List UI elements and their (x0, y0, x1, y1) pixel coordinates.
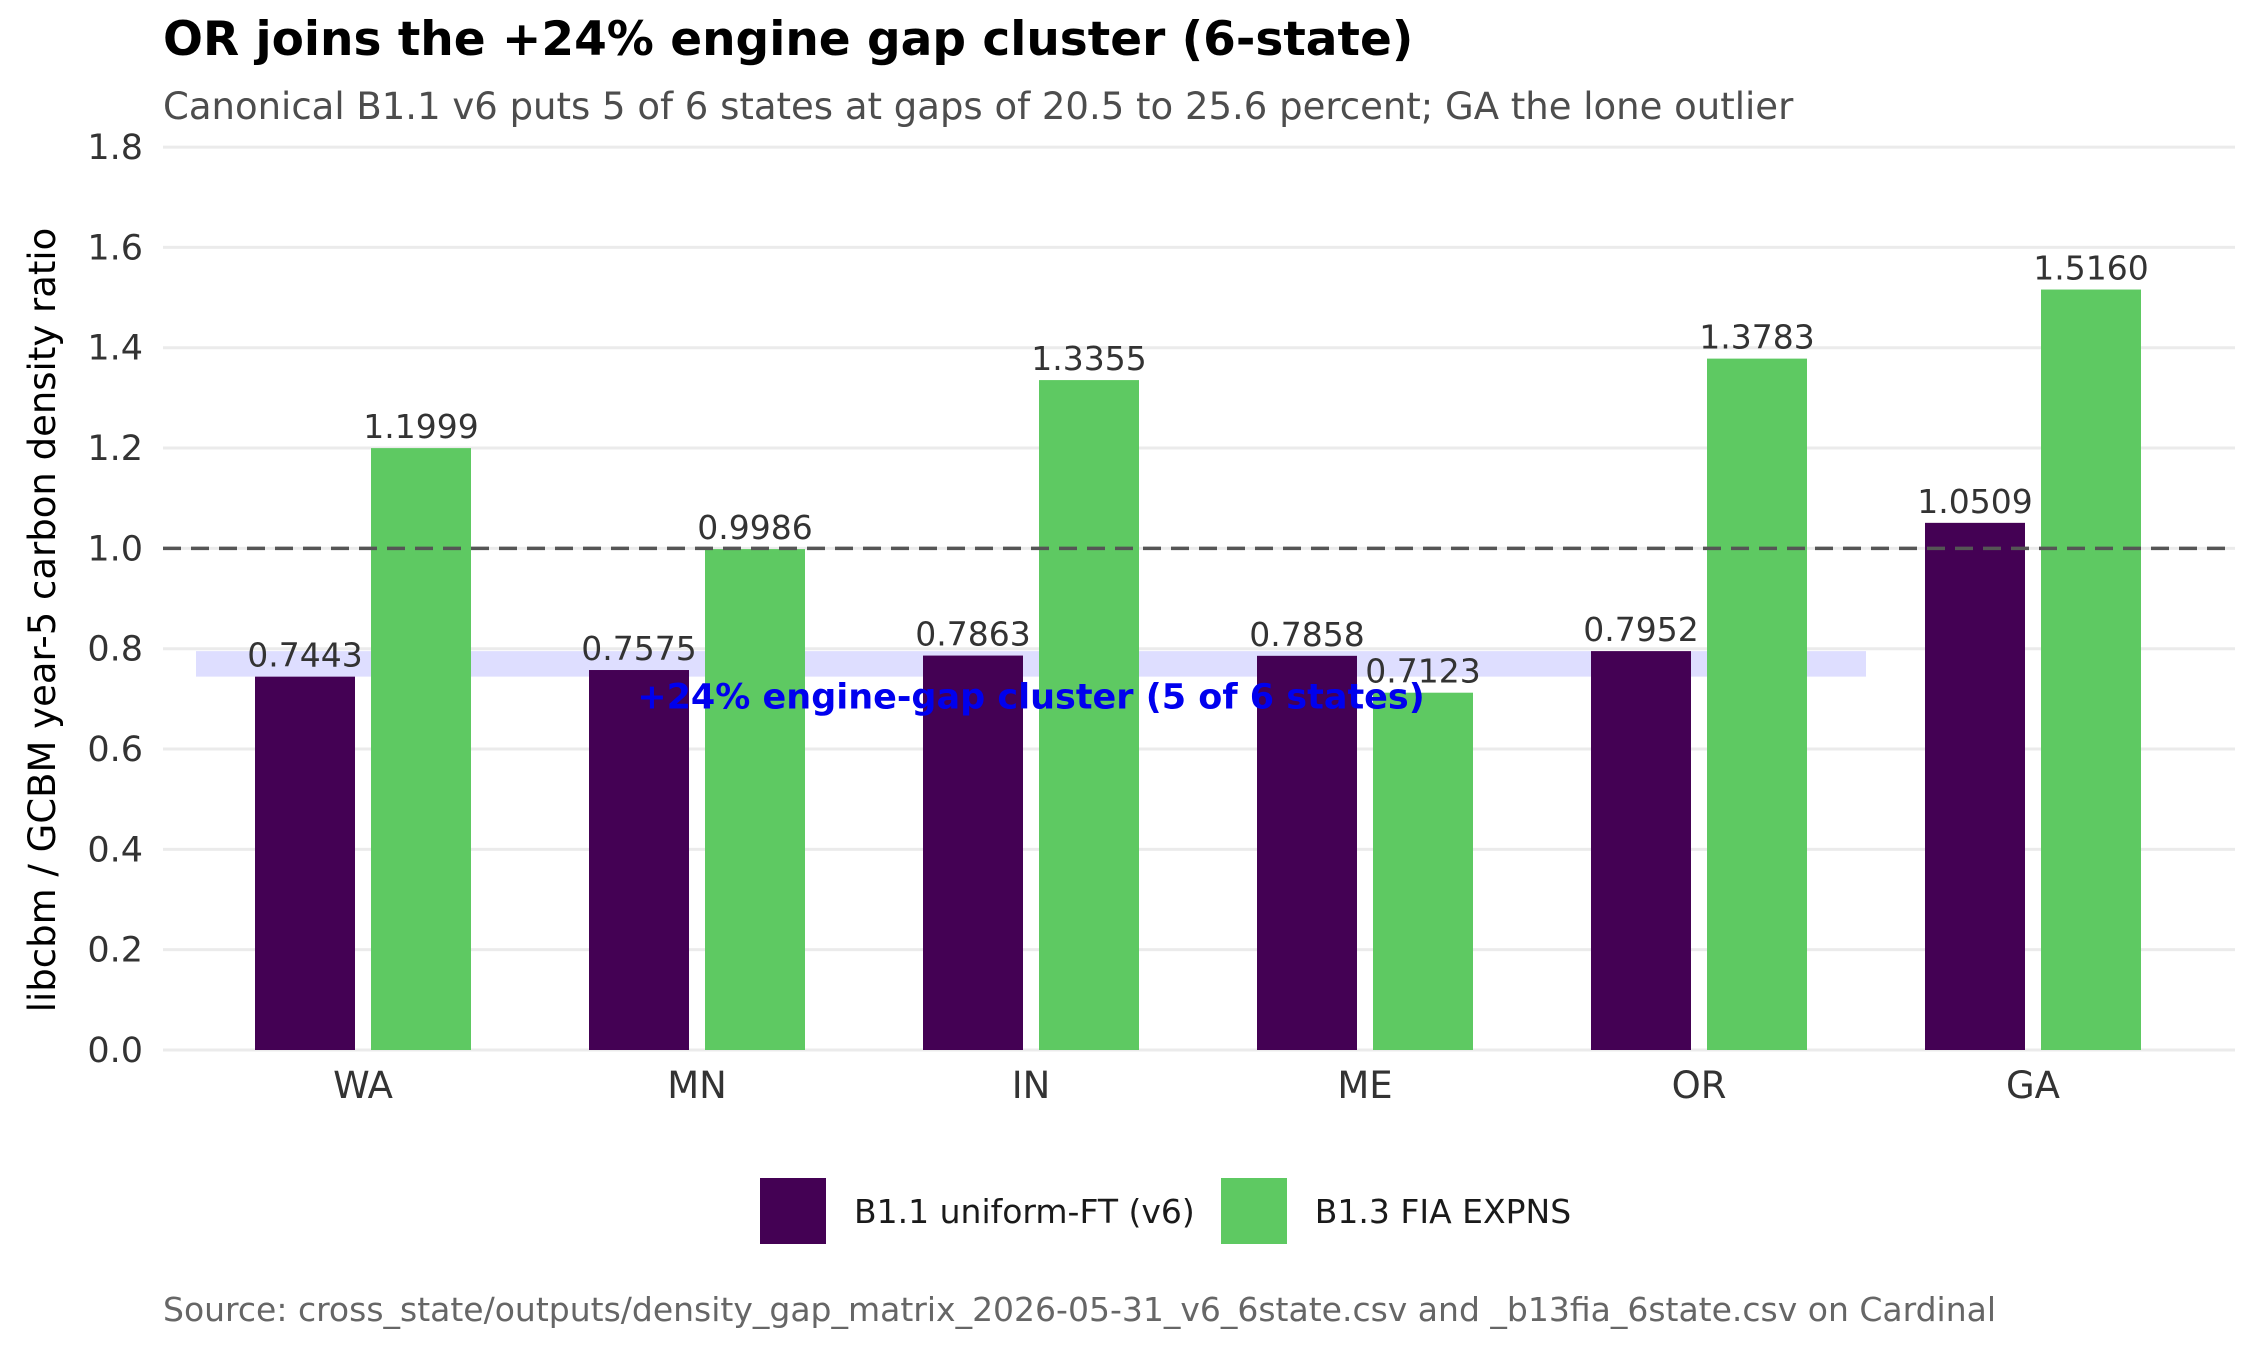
data-label: 0.7123 (1365, 652, 1480, 691)
data-label: 1.5160 (2033, 249, 2148, 288)
cluster-band-label: +24% engine-gap cluster (5 of 6 states) (637, 678, 1425, 718)
bar-mn-series-2 (705, 549, 805, 1050)
chart-caption: Source: cross_state/outputs/density_gap_… (163, 1290, 1997, 1329)
axes: 0.0 0.2 0.4 0.6 0.8 1.0 1.2 1.4 1.6 1.8 WA MN IN ME OR… (87, 128, 2060, 1107)
bar-wa-series-1 (255, 676, 355, 1050)
legend-swatch-b11 (760, 1178, 826, 1244)
bar-or-series-2 (1707, 358, 1807, 1050)
data-label: 1.0509 (1917, 482, 2032, 521)
y-axis-title: libcbm / GCBM year-5 carbon density rati… (21, 228, 64, 1013)
x-tick-label: MN (667, 1064, 727, 1107)
bar-me-series-2 (1373, 692, 1473, 1050)
bar-mn-series-1 (589, 670, 689, 1050)
gridlines (163, 145, 2235, 1052)
y-tick-label: 0.0 (87, 1031, 143, 1071)
bar-ga-series-1 (1925, 522, 2025, 1050)
bar-in-series-2 (1039, 380, 1139, 1050)
data-label: 1.3783 (1699, 318, 1814, 357)
legend-swatch-b13 (1220, 1178, 1287, 1244)
cluster-band (196, 651, 1866, 677)
x-tick-label: IN (1012, 1064, 1051, 1107)
legend-label-b11: B1.1 uniform-FT (v6) (854, 1191, 1195, 1231)
bars (255, 289, 2141, 1050)
y-tick-label: 0.2 (87, 931, 143, 971)
x-tick-label: GA (2006, 1064, 2060, 1107)
legend-item-b11: B1.1 uniform-FT (v6) (760, 1178, 1195, 1244)
x-tick-label: OR (1672, 1064, 1727, 1107)
y-tick-label: 0.4 (87, 830, 143, 870)
legend-label-b13: B1.3 FIA EXPNS (1314, 1191, 1572, 1231)
bar-me-series-1 (1257, 655, 1357, 1050)
bar-in-series-1 (923, 655, 1023, 1050)
bar-or-series-1 (1591, 651, 1691, 1050)
legend-item-b13: B1.3 FIA EXPNS (1220, 1178, 1572, 1244)
y-tick-label: 1.6 (87, 228, 143, 268)
data-label: 0.7952 (1583, 610, 1698, 649)
data-label: 0.7863 (915, 615, 1030, 654)
y-tick-label: 1.4 (87, 329, 143, 369)
data-label: 0.7858 (1249, 615, 1364, 654)
legend: B1.1 uniform-FT (v6) B1.3 FIA EXPNS (760, 1178, 1597, 1244)
x-tick-label: ME (1337, 1064, 1392, 1107)
bar-ga-series-2 (2041, 289, 2141, 1050)
y-tick-label: 0.6 (87, 730, 143, 770)
data-label: 1.1999 (363, 407, 478, 446)
x-tick-label: WA (333, 1064, 393, 1107)
data-label: 0.9986 (697, 508, 812, 547)
chart-subtitle: Canonical B1.1 v6 puts 5 of 6 states at … (163, 85, 1794, 128)
y-tick-label: 1.2 (87, 429, 143, 469)
data-labels: 0.7443 1.1999 0.7575 0.9986 0.7863 1.3355 0.78… (247, 249, 2148, 718)
data-label: 0.7443 (247, 636, 362, 675)
y-tick-label: 0.8 (87, 630, 143, 670)
y-tick-label: 1.8 (87, 128, 143, 168)
data-label: 0.7575 (581, 629, 696, 668)
cluster-band-layer (196, 651, 1866, 677)
y-tick-label: 1.0 (87, 529, 143, 569)
bar-wa-series-2 (371, 448, 471, 1050)
chart-title: OR joins the +24% engine gap cluster (6-… (163, 12, 1414, 67)
data-label: 1.3355 (1031, 339, 1146, 378)
